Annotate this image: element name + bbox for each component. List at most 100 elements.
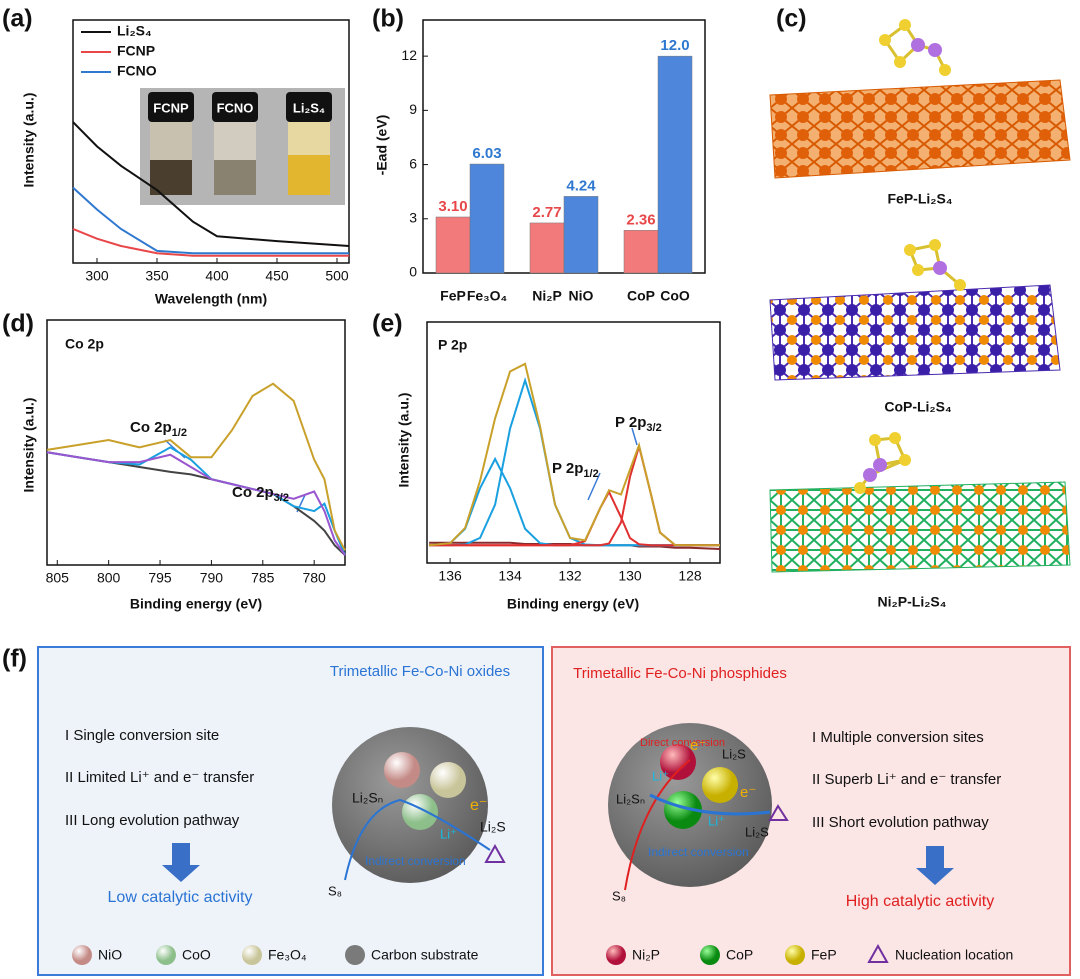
atom: [911, 38, 925, 52]
item: III Long evolution pathway: [65, 812, 240, 829]
panel-label: (a): [2, 5, 33, 33]
x-tick-label: 136: [438, 568, 462, 584]
structure-caption: CoP-Li₂S₄: [884, 399, 951, 415]
atom: [854, 482, 866, 494]
legend-label: Ni₂P: [632, 947, 660, 963]
x-tick-label: Fe₃O₄: [467, 288, 507, 304]
lattice: [769, 481, 1071, 573]
series-line: [72, 186, 349, 255]
legend-swatch: [156, 945, 176, 965]
x-tick-label: 800: [97, 570, 121, 586]
legend-label: FCNO: [117, 63, 157, 79]
legend-swatch: [72, 945, 92, 965]
series-line: [46, 446, 346, 556]
plot-frame: [72, 19, 350, 264]
atom: [863, 468, 877, 482]
x-tick-label: 805: [46, 570, 70, 586]
inset-label: FCNO: [217, 100, 254, 115]
sphere: [402, 794, 438, 830]
legend-label: Carbon substrate: [371, 947, 479, 963]
series-line: [429, 489, 720, 547]
label: Li₂S: [745, 824, 769, 839]
legend-label: Li₂S₄: [117, 23, 152, 39]
liquid: [288, 155, 330, 195]
x-tick-label: 795: [148, 570, 172, 586]
structure-caption: FeP-Li₂S₄: [887, 191, 952, 207]
panel-label: (f): [2, 645, 27, 673]
plot-frame: [46, 319, 346, 566]
label: Li₂S: [480, 819, 506, 835]
inset-label: Li₂S₄: [293, 100, 325, 115]
annotation-sub: 3/2: [646, 422, 661, 434]
atom: [873, 458, 887, 472]
value-label: 3.10: [438, 198, 467, 215]
y-tick-label: 3: [409, 209, 417, 225]
arrow: [916, 846, 954, 885]
legend-label: CoO: [182, 947, 211, 963]
label: Li⁺: [440, 826, 457, 841]
panel-labels: (a) (b) (c) (d) (e) (f): [2, 5, 807, 673]
x-tick-label: 785: [251, 570, 275, 586]
y-tick-label: 9: [409, 101, 417, 117]
atom: [929, 239, 941, 251]
annotation-sub: 3/2: [274, 492, 289, 504]
y-axis-label: Intensity (a.u.): [21, 93, 37, 188]
panel-label: (d): [2, 310, 34, 338]
label: e⁻: [470, 797, 487, 814]
legend-swatch: [867, 943, 889, 963]
y-axis-label: Intensity (a.u.): [396, 393, 412, 488]
atom: [954, 279, 966, 291]
result: Low catalytic activity: [108, 889, 253, 906]
x-tick-label: 780: [302, 570, 326, 586]
path: [344, 798, 491, 881]
x-tick-label: 300: [85, 268, 109, 284]
legend-label: FCNP: [117, 43, 155, 59]
panel-label: (e): [372, 310, 403, 338]
x-tick-label: Ni₂P: [532, 288, 562, 304]
label: S₈: [328, 883, 342, 898]
structures: FeP-Li₂S₄ CoP-Li₂S₄ Ni₂P-Li₂S₄: [769, 19, 1071, 610]
x-tick-label: 450: [265, 268, 289, 284]
x-axis-label: Binding energy (eV): [507, 596, 639, 612]
legend-swatch: [606, 945, 626, 965]
vial-cap: [212, 92, 258, 122]
legend-label: NiO: [98, 947, 122, 963]
x-tick-label: 130: [618, 568, 642, 584]
annotation-text: P 2p: [552, 460, 583, 477]
legend-swatch: [785, 945, 805, 965]
bar: [563, 196, 599, 274]
lattice: [769, 284, 1061, 381]
panel-title: Co 2p: [65, 336, 104, 352]
atom: [889, 432, 901, 444]
panel-label: (c): [776, 5, 807, 33]
value-label: 4.24: [566, 177, 596, 194]
legend-label: FeP: [811, 947, 837, 963]
panel-title: P 2p: [438, 337, 467, 353]
path: [649, 793, 771, 816]
annotation-text: Co 2p: [130, 419, 172, 436]
plot-frame: [426, 321, 721, 564]
series-line: [429, 362, 720, 547]
bar: [435, 216, 471, 274]
annotation-arrow: [164, 427, 638, 513]
legend-swatch: [345, 945, 365, 965]
label: Li₂Sₙ: [616, 791, 645, 806]
annotation: P 2p1/2: [552, 460, 599, 480]
item: III Short evolution pathway: [812, 814, 989, 831]
item: II Limited Li⁺ and e⁻ transfer: [65, 769, 254, 786]
bar: [529, 222, 565, 274]
sphere: [702, 767, 738, 803]
annotation-text: Co 2p: [232, 484, 274, 501]
item: II Superb Li⁺ and e⁻ transfer: [812, 771, 1001, 788]
x-tick-label: 790: [200, 570, 224, 586]
atom: [933, 261, 947, 275]
bar: [469, 163, 505, 274]
x-tick-label: CoO: [660, 288, 690, 304]
inset-photo: FCNP FCNO Li₂S₄: [140, 88, 345, 205]
series-line: [46, 451, 346, 556]
y-tick-label: 0: [409, 264, 417, 280]
scheme-title: Trimetallic Fe-Co-Ni oxides: [330, 663, 510, 680]
vial-cap: [286, 92, 332, 122]
label: Li⁺: [708, 813, 725, 828]
atom: [869, 434, 881, 446]
